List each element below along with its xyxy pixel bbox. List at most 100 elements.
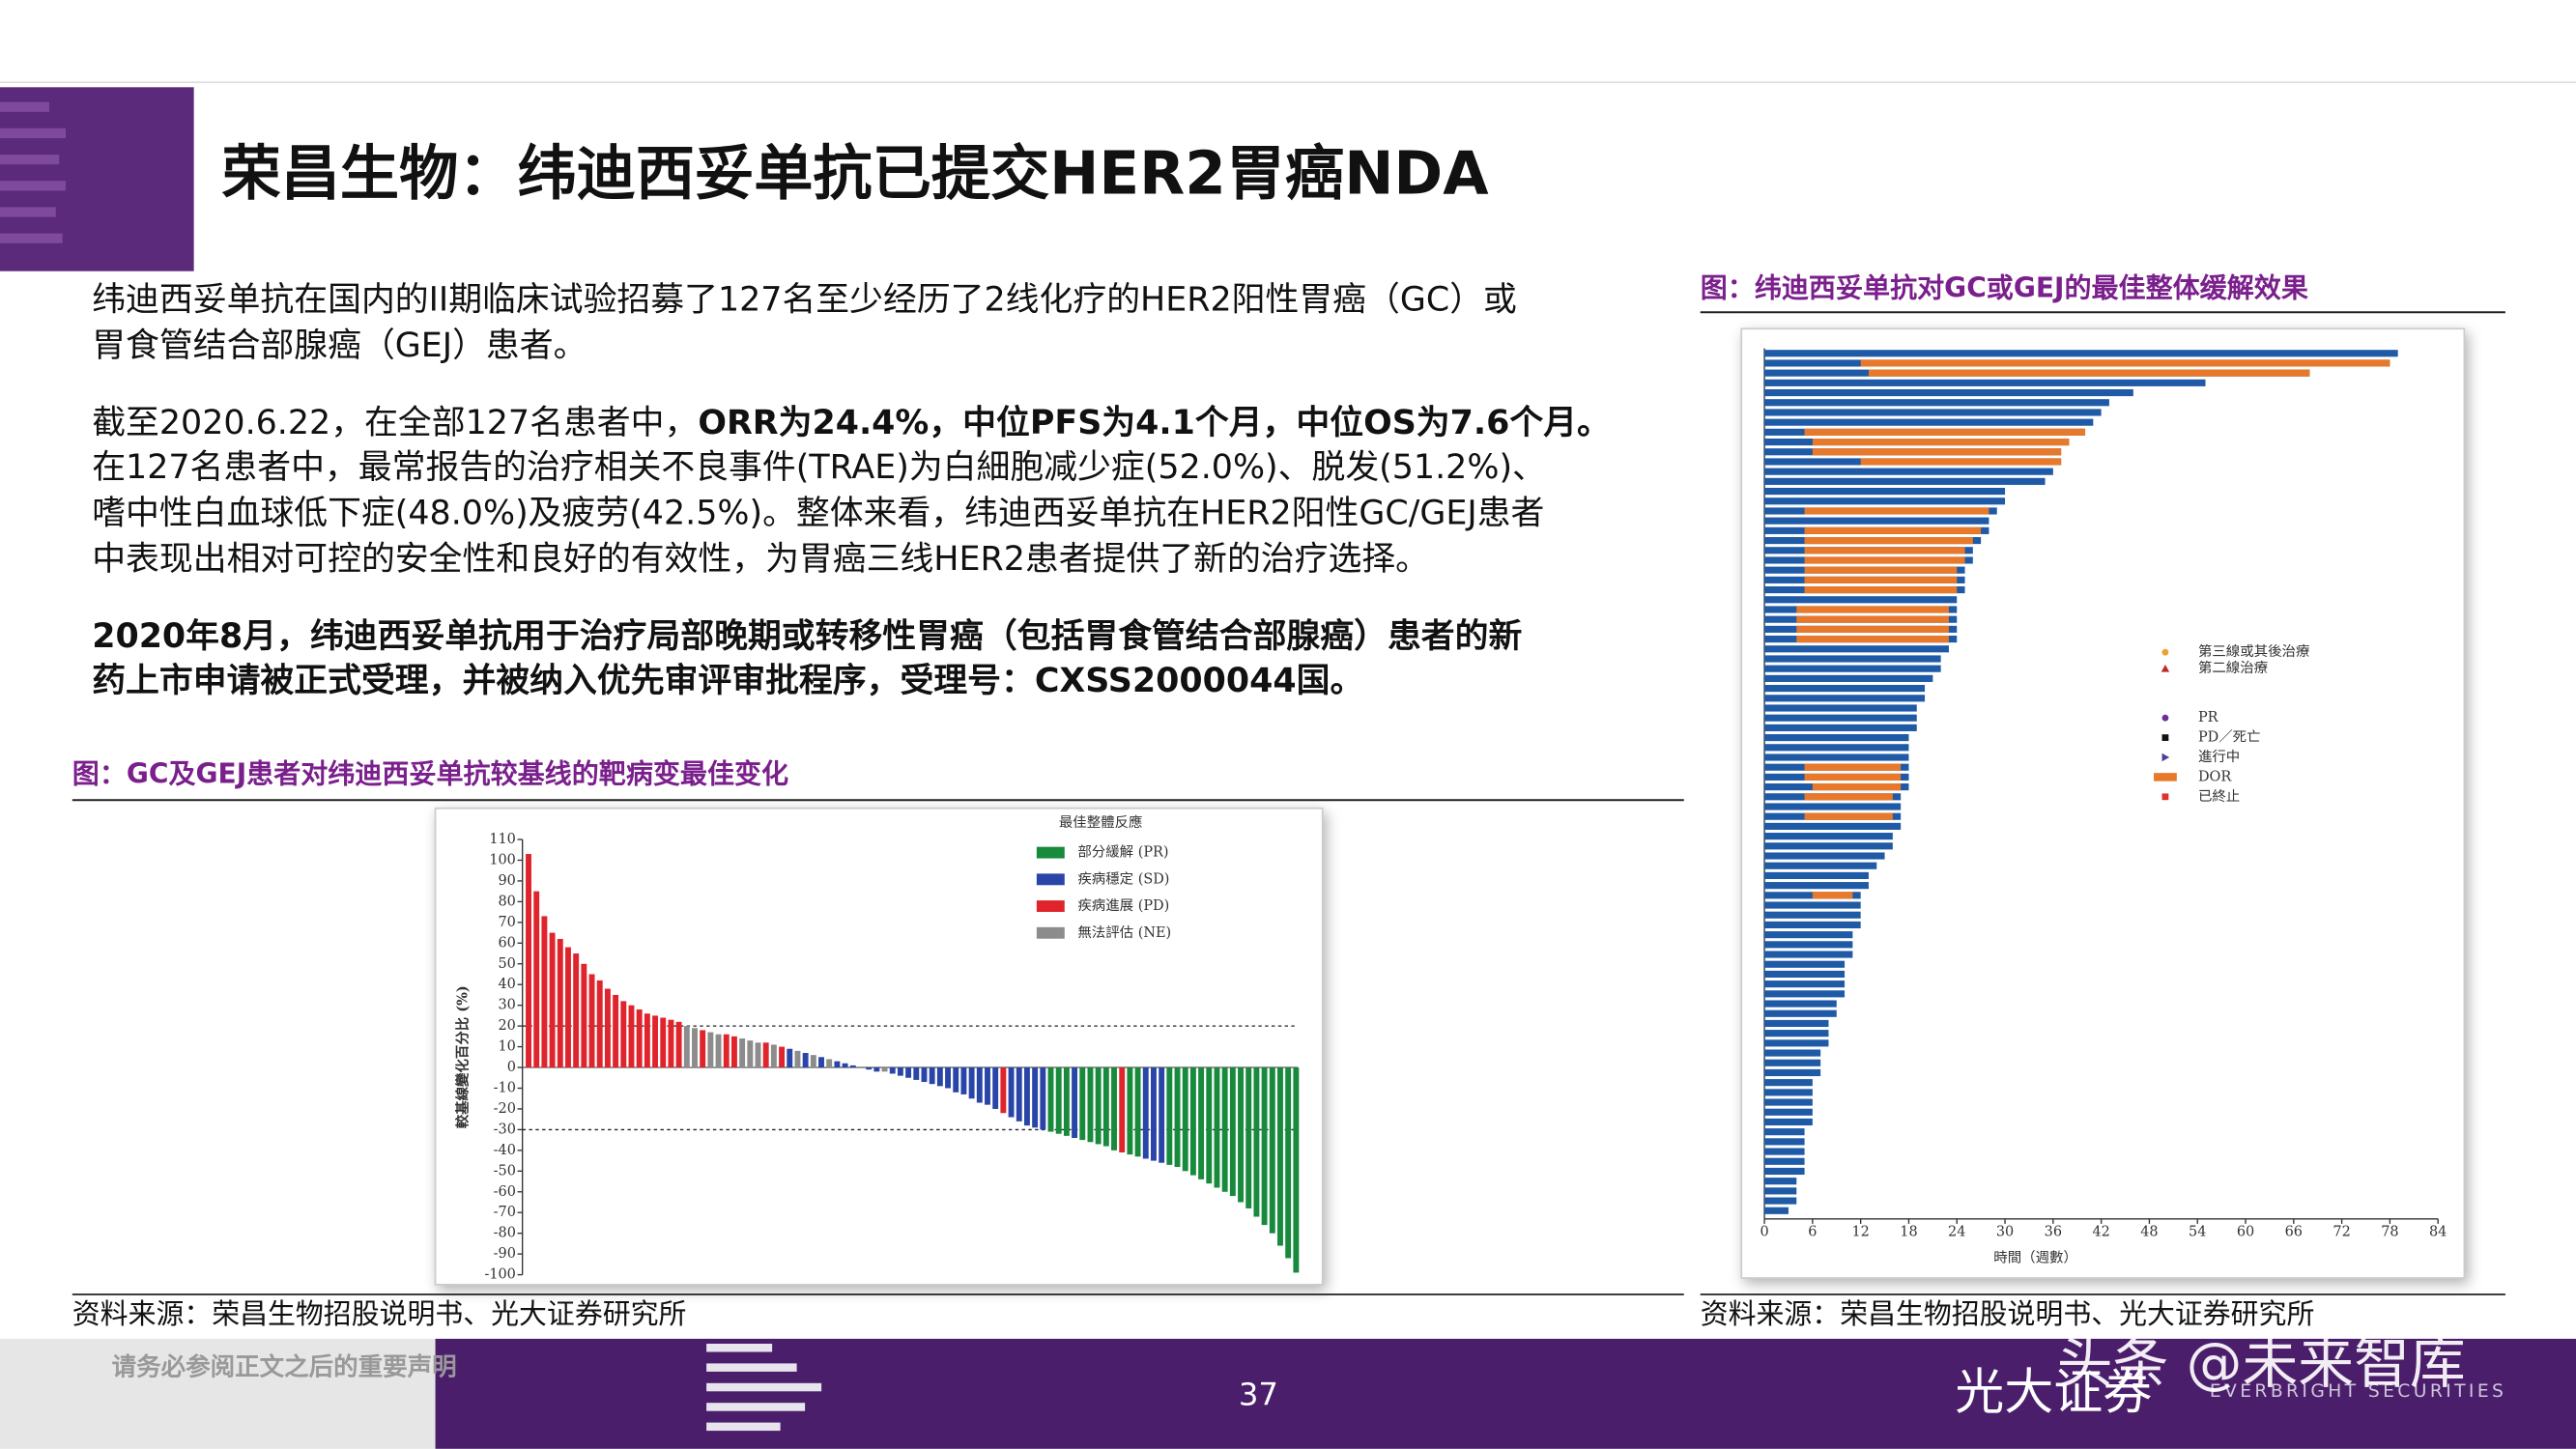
figure-caption: 图：GC及GEJ患者对纬迪西妥单抗较基线的靶病变最佳变化 <box>72 758 788 790</box>
legend-label: PR <box>2198 710 2219 725</box>
bar <box>683 1026 690 1068</box>
bar <box>1182 1067 1188 1172</box>
dor-bar <box>1804 576 1958 583</box>
source-note: 资料来源：荣昌生物招股说明书、光大证券研究所 <box>72 1297 687 1330</box>
legend-label: 部分緩解 (PR) <box>1077 844 1168 861</box>
y-tick-label: 0 <box>507 1060 516 1075</box>
swimmer-chart: 0 6 12 18 24 30 36 42 48 54 60 66 72 78 84 時間（週數） 第三線或其後… <box>1760 348 2447 1266</box>
bar <box>826 1059 833 1068</box>
legend-marker <box>2161 734 2169 742</box>
bar <box>747 1040 754 1068</box>
bar <box>557 939 563 1068</box>
duration-bar <box>1764 468 2053 475</box>
dor-bar <box>1804 793 1893 801</box>
y-tick-label: 100 <box>489 852 516 867</box>
bar <box>1269 1067 1275 1234</box>
legend-swatch <box>1036 846 1065 859</box>
x-tick-label: 42 <box>2092 1224 2109 1239</box>
bar <box>533 891 540 1068</box>
duration-bar <box>1764 862 1877 869</box>
bar <box>1206 1067 1213 1184</box>
x-tick-label: 84 <box>2429 1224 2447 1239</box>
bar <box>866 1067 873 1070</box>
duration-bar <box>1764 418 2094 426</box>
bar <box>1000 1067 1007 1114</box>
duration-bar <box>1764 1148 1805 1155</box>
legend-title: 最佳整體反應 <box>1059 813 1143 831</box>
bar <box>873 1067 880 1072</box>
legend-marker <box>2161 753 2170 762</box>
duration-bar <box>1764 951 1853 958</box>
bar <box>628 1005 635 1068</box>
legend-label: 已終止 <box>2198 788 2240 805</box>
duration-bar <box>1764 517 1989 525</box>
paragraph-line: 截至2020.6.22，在全部127名患者中，ORR为24.4%，中位PFS为4… <box>92 404 1611 442</box>
duration-bar <box>1764 1187 1797 1195</box>
paragraph-line: 中表现出相对可控的安全性和良好的有效性，为胃癌三线HER2患者提供了新的治疗选择… <box>92 540 1429 579</box>
bar <box>1229 1067 1236 1197</box>
bar <box>976 1067 983 1103</box>
bar <box>660 1017 667 1068</box>
duration-bar <box>1764 695 1926 702</box>
bar <box>1166 1067 1173 1165</box>
disclaimer: 请务必参阅正文之后的重要声明 <box>112 1353 457 1382</box>
duration-bar <box>1764 921 1861 929</box>
duration-bar <box>1764 1079 1813 1087</box>
bar <box>1189 1067 1196 1176</box>
bar <box>787 1048 793 1068</box>
y-tick-label: -40 <box>494 1143 516 1158</box>
x-tick-label: 0 <box>1760 1224 1768 1239</box>
paragraph-line: 纬迪西妥单抗在国内的II期临床试验招募了127名至少经历了2线化疗的HER2阳性… <box>92 280 1517 319</box>
duration-bar <box>1764 842 1893 850</box>
duration-bar <box>1764 704 1917 712</box>
duration-bar <box>1764 871 1869 879</box>
x-tick-label: 78 <box>2381 1224 2398 1239</box>
duration-bar <box>1764 1108 1813 1116</box>
y-tick-label: 40 <box>499 977 516 992</box>
duration-bar <box>1764 803 1902 810</box>
duration-bar <box>1764 1207 1789 1214</box>
bar <box>755 1042 761 1068</box>
dor-bar <box>1796 625 1949 633</box>
duration-bar <box>1764 892 1861 899</box>
text-bold: ORR为24.4%，中位PFS为4.1个月，中位OS为7.6个月。 <box>698 404 1611 442</box>
y-tick-label: 70 <box>499 915 516 930</box>
duration-bar <box>1764 714 1917 722</box>
duration-bar <box>1764 1030 1829 1037</box>
bar <box>1221 1067 1228 1192</box>
bar <box>810 1055 816 1068</box>
duration-bar <box>1764 645 1949 653</box>
legend-label: DOR <box>2198 769 2232 784</box>
bar <box>620 1001 627 1068</box>
bar <box>652 1015 659 1068</box>
bar <box>1040 1067 1046 1130</box>
x-tick-label: 6 <box>1808 1224 1817 1239</box>
logo: 光大证券 <box>1955 1364 2152 1421</box>
bar <box>1087 1067 1094 1143</box>
duration-bar <box>1764 734 1909 742</box>
duration-bar <box>1764 685 1926 693</box>
legend-swatch <box>1036 900 1065 912</box>
duration-bar <box>1764 350 2398 357</box>
bar <box>526 854 531 1068</box>
bar <box>905 1067 912 1078</box>
legend-label: 疾病進展 (PD) <box>1077 897 1169 914</box>
y-tick-label: -50 <box>494 1163 516 1179</box>
dor-bar <box>1860 359 2390 367</box>
duration-bar <box>1764 882 1869 890</box>
bar <box>1285 1067 1292 1259</box>
paragraph-line: 胃食管结合部腺癌（GEJ）患者。 <box>92 327 587 365</box>
legend-label: PD／死亡 <box>2198 729 2261 746</box>
bar <box>1032 1067 1039 1128</box>
duration-bar <box>1764 379 2206 386</box>
bar <box>588 974 595 1068</box>
duration-bar <box>1764 1059 1821 1066</box>
bar <box>1238 1067 1244 1203</box>
legend-label: 第三線或其後治療 <box>2198 642 2310 660</box>
footer-band <box>435 1338 2576 1449</box>
y-tick-label: 90 <box>499 873 516 889</box>
duration-bar <box>1764 1000 1837 1008</box>
duration-bar <box>1764 1049 1821 1057</box>
y-tick-label: -60 <box>494 1184 516 1200</box>
bar <box>1119 1067 1126 1152</box>
